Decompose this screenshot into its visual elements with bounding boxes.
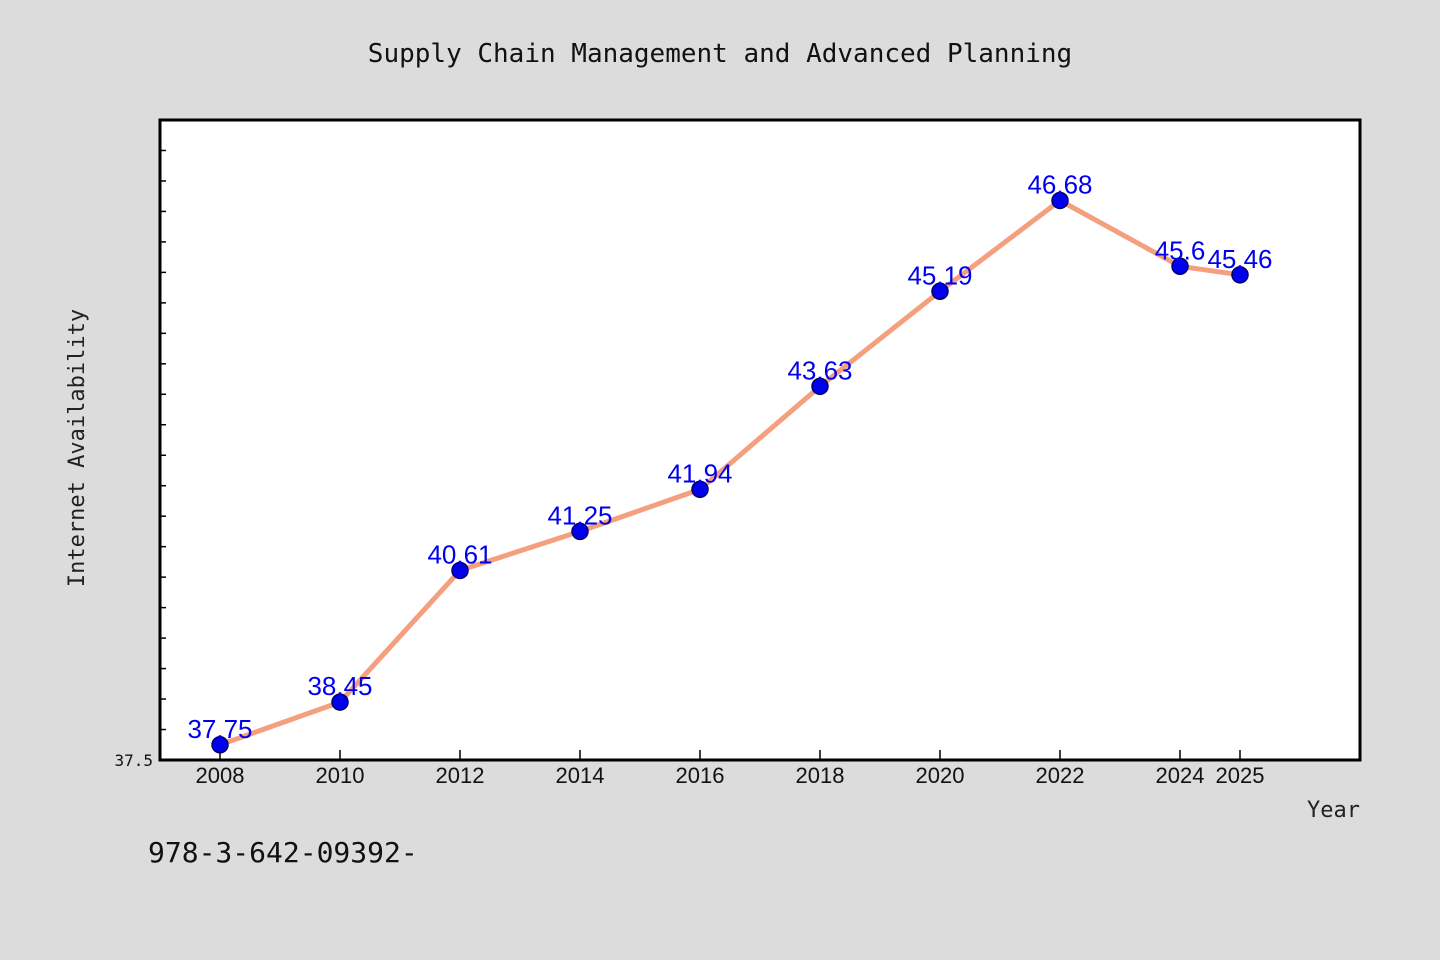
- x-axis-tick-labels: 2008 2010 2012 2014 2016 2018 2020 2022 2024 2025: [196, 763, 1265, 788]
- data-label: 45.19: [907, 260, 972, 290]
- x-tick-label: 2016: [676, 763, 725, 788]
- chart-title: Supply Chain Management and Advanced Pla…: [368, 39, 1072, 69]
- x-axis-ticks: [219, 750, 1241, 760]
- data-label: 38.45: [307, 671, 372, 701]
- y-axis-title: Internet Availability: [65, 309, 90, 587]
- data-label: 43.63: [787, 355, 852, 385]
- x-tick-label: 2018: [796, 763, 845, 788]
- data-point: [331, 693, 349, 711]
- x-tick-label: 2010: [316, 763, 365, 788]
- x-axis-title: Year: [1307, 798, 1360, 823]
- x-tick-label: 2024: [1156, 763, 1205, 788]
- data-point: [571, 522, 589, 541]
- data-point: [211, 736, 229, 754]
- data-label: 46.68: [1027, 169, 1092, 199]
- data-labels: 37.75 38.45 40.61 41.25 41.94 43.63 45.19 46.68…: [187, 169, 1272, 743]
- x-tick-label: 2020: [916, 763, 965, 788]
- data-point: [811, 377, 829, 396]
- y-tick-label-min: 37.5: [114, 751, 153, 770]
- data-label: 41.94: [667, 458, 732, 488]
- data-point: [1231, 266, 1249, 284]
- x-tick-label: 2008: [196, 763, 245, 788]
- x-tick-label: 2025: [1216, 763, 1265, 788]
- x-tick-label: 2012: [436, 763, 485, 788]
- data-label: 45.46: [1207, 244, 1272, 274]
- data-point: [931, 282, 949, 301]
- data-point: [1051, 191, 1069, 210]
- data-label: 40.61: [427, 539, 492, 569]
- data-label: 41.25: [547, 500, 612, 530]
- series-line: [217, 198, 1243, 748]
- series-points: [211, 191, 1249, 754]
- x-tick-label: 2014: [556, 763, 605, 788]
- data-point: [691, 480, 709, 499]
- data-point: [451, 561, 469, 580]
- data-label: 45.6: [1155, 235, 1206, 265]
- plot-frame: [158, 118, 1362, 762]
- data-label: 37.75: [187, 714, 252, 744]
- isbn-text: 978-3-642-09392-: [148, 836, 418, 869]
- data-point: [1171, 257, 1189, 276]
- x-tick-label: 2022: [1036, 763, 1085, 788]
